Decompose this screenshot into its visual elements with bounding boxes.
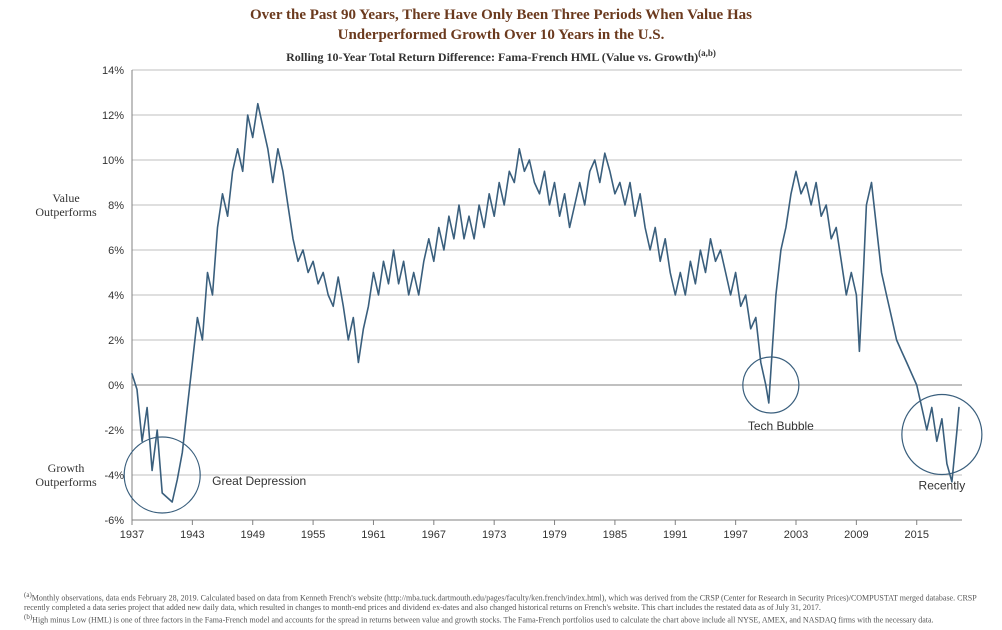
svg-text:1967: 1967 (422, 529, 446, 541)
svg-text:2003: 2003 (784, 529, 808, 541)
svg-text:0%: 0% (108, 380, 124, 392)
svg-text:1997: 1997 (723, 529, 747, 541)
chart-container: { "title_line1": "Over the Past 90 Years… (0, 0, 1002, 630)
line-chart: -6% -4% -2% 0% 2% 4% 6% 8% 10% 12% 14% 1937 1943 1949… (0, 0, 1002, 630)
annotation-label: Tech Bubble (748, 419, 814, 433)
svg-text:1955: 1955 (301, 529, 325, 541)
svg-text:1973: 1973 (482, 529, 506, 541)
footnotes: (a)Monthly observations, data ends Febru… (24, 591, 978, 626)
hml-series (132, 104, 959, 502)
svg-text:1979: 1979 (542, 529, 566, 541)
svg-text:10%: 10% (102, 155, 124, 167)
svg-text:12%: 12% (102, 110, 124, 122)
svg-text:1985: 1985 (603, 529, 627, 541)
svg-text:6%: 6% (108, 245, 124, 257)
annotation-label: Great Depression (212, 474, 306, 488)
svg-text:-6%: -6% (104, 515, 124, 527)
svg-text:1991: 1991 (663, 529, 687, 541)
svg-text:1949: 1949 (240, 529, 264, 541)
svg-text:8%: 8% (108, 200, 124, 212)
annotation-label: Recently (919, 479, 966, 493)
svg-text:4%: 4% (108, 290, 124, 302)
svg-text:2015: 2015 (904, 529, 928, 541)
svg-text:2%: 2% (108, 335, 124, 347)
svg-text:1937: 1937 (120, 529, 144, 541)
footnote-a: (a)Monthly observations, data ends Febru… (24, 591, 978, 614)
footnote-b: (b)High minus Low (HML) is one of three … (24, 613, 978, 626)
svg-text:-4%: -4% (104, 470, 124, 482)
svg-text:1943: 1943 (180, 529, 204, 541)
svg-text:14%: 14% (102, 65, 124, 77)
svg-text:1961: 1961 (361, 529, 385, 541)
annotation-circle (902, 395, 982, 475)
svg-text:-2%: -2% (104, 425, 124, 437)
svg-text:2009: 2009 (844, 529, 868, 541)
